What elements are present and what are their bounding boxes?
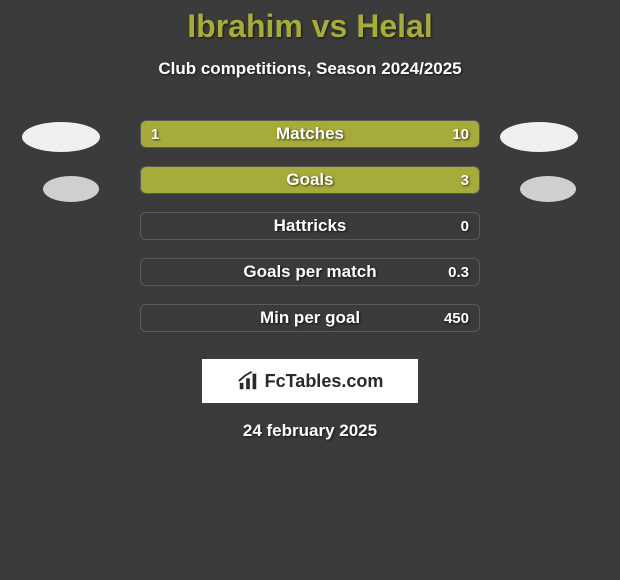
placeholder-ellipse [500, 122, 578, 152]
stat-bar-fill-left [141, 121, 202, 147]
stat-row: Hattricks0 [0, 203, 620, 249]
stat-bar-track: Goals3 [140, 166, 480, 194]
stat-bar-label: Min per goal [141, 305, 479, 331]
placeholder-ellipse [520, 176, 576, 202]
brand-logo-text: FcTables.com [265, 371, 384, 392]
placeholder-ellipse [22, 122, 100, 152]
stat-row: Goals per match0.3 [0, 249, 620, 295]
subtitle: Club competitions, Season 2024/2025 [0, 59, 620, 79]
stat-bar-label: Hattricks [141, 213, 479, 239]
stat-bar-track: Min per goal450 [140, 304, 480, 332]
brand-logo[interactable]: FcTables.com [202, 359, 418, 403]
stat-value-right: 0 [451, 213, 479, 239]
stat-value-right: 450 [434, 305, 479, 331]
stat-bar-label: Goals per match [141, 259, 479, 285]
date-label: 24 february 2025 [0, 421, 620, 441]
stat-value-right: 0.3 [438, 259, 479, 285]
stat-bar-track: Hattricks0 [140, 212, 480, 240]
bar-chart-icon [237, 370, 259, 392]
stat-bar-track: Goals per match0.3 [140, 258, 480, 286]
stat-bar-fill-left [141, 167, 293, 193]
stat-bar-fill-right [293, 167, 479, 193]
stat-bar-track: Matches110 [140, 120, 480, 148]
stats-comparison-card: Ibrahim vs Helal Club competitions, Seas… [0, 0, 620, 580]
page-title: Ibrahim vs Helal [0, 0, 620, 45]
placeholder-ellipse [43, 176, 99, 202]
stat-row: Min per goal450 [0, 295, 620, 341]
stat-bar-fill-right [202, 121, 479, 147]
